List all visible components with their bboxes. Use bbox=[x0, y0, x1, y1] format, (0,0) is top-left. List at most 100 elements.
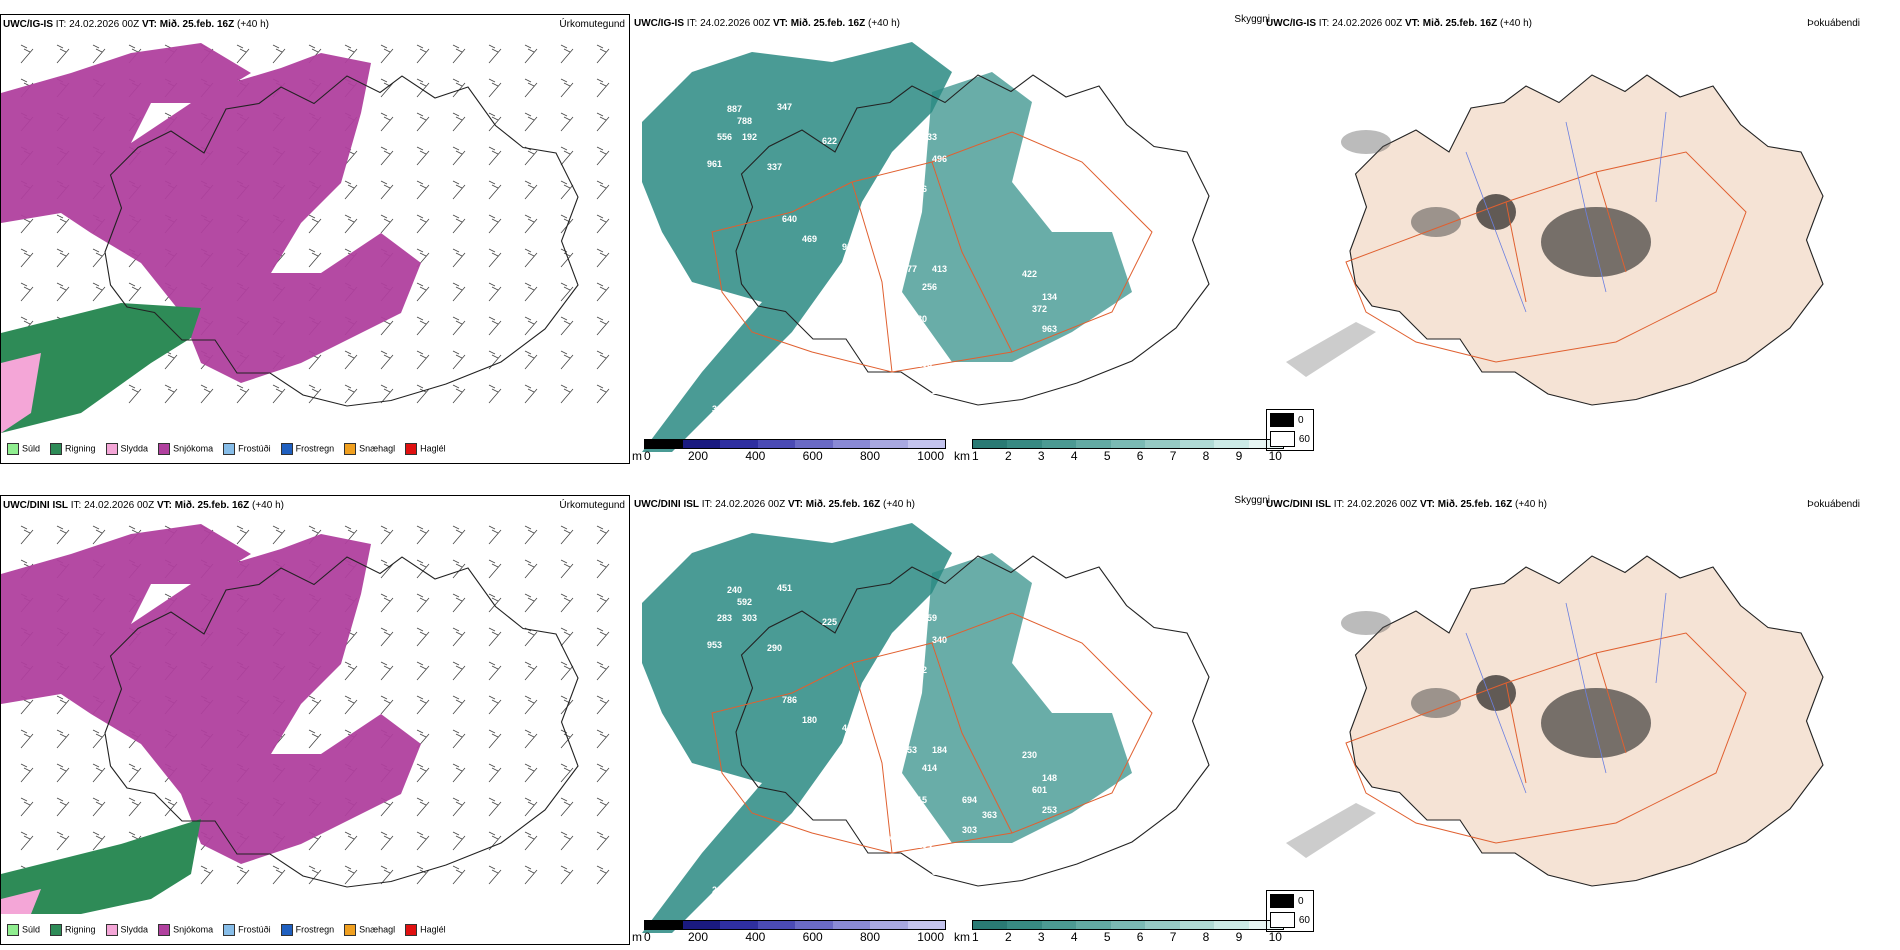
wind-barb bbox=[596, 180, 610, 200]
cloud-base-value: 276 bbox=[762, 364, 777, 374]
rain-area bbox=[1, 819, 201, 914]
wind-barb bbox=[596, 627, 610, 647]
colorbar-tick: 2 bbox=[1004, 449, 1012, 463]
precip-legend-item: Haglél bbox=[405, 924, 446, 936]
wind-barb bbox=[560, 350, 574, 370]
wind-barb bbox=[488, 695, 502, 715]
wind-barb bbox=[272, 525, 286, 545]
init-time: IT: 24.02.2026 00Z bbox=[55, 19, 140, 30]
fog-swatch-high bbox=[1270, 894, 1294, 908]
wind-barb bbox=[380, 695, 394, 715]
cloud-base-value: 788 bbox=[737, 116, 752, 126]
wind-barb bbox=[596, 214, 610, 234]
fog-swatch-high bbox=[1270, 413, 1294, 427]
wind-barb bbox=[56, 797, 70, 817]
cloud-base-value: 469 bbox=[802, 234, 817, 244]
precip-map bbox=[1, 524, 610, 914]
wind-barb bbox=[596, 729, 610, 749]
wind-barb bbox=[560, 559, 574, 579]
panel-name: Þokuábendi bbox=[1807, 499, 1860, 510]
lead-time: (+40 h) bbox=[868, 18, 900, 29]
wind-barb bbox=[416, 384, 430, 404]
cloud-base-value: 447 bbox=[922, 394, 937, 404]
fog-legend-value: 60 bbox=[1298, 433, 1310, 445]
legend-label: Snæhagl bbox=[359, 924, 396, 935]
panel-title: UWC/IG-IS IT: 24.02.2026 00Z VT: Mið. 25… bbox=[634, 18, 900, 29]
precip-legend-item: Snæhagl bbox=[344, 924, 395, 936]
wind-barb bbox=[488, 661, 502, 681]
wind-barb bbox=[488, 831, 502, 851]
fog-indicator-panel: UWC/DINI ISL IT: 24.02.2026 00Z VT: Mið.… bbox=[1266, 495, 1900, 945]
wind-barb bbox=[56, 525, 70, 545]
wind-barb bbox=[344, 661, 358, 681]
wind-barb bbox=[488, 525, 502, 545]
visibility-panel: UWC/DINI ISL IT: 24.02.2026 00Z VT: Mið.… bbox=[632, 495, 1284, 945]
wind-barb bbox=[488, 78, 502, 98]
wind-barb bbox=[560, 384, 574, 404]
wind-barb bbox=[128, 384, 142, 404]
roads bbox=[1345, 151, 1747, 363]
wind-barb bbox=[20, 44, 34, 64]
fog-swatch-low bbox=[1270, 912, 1295, 928]
wind-barb bbox=[416, 763, 430, 783]
wind-barb bbox=[164, 384, 178, 404]
wind-barb bbox=[416, 180, 430, 200]
cloud-base-value: 496 bbox=[932, 154, 947, 164]
wind-barb bbox=[524, 112, 538, 132]
colorbar-tick: 7 bbox=[1169, 449, 1177, 463]
colorbar-tick: 1 bbox=[972, 449, 979, 463]
legend-swatch bbox=[344, 924, 357, 936]
wind-barb bbox=[524, 248, 538, 268]
cloud-base-value: 640 bbox=[782, 214, 797, 224]
init-time: IT: 24.02.2026 00Z bbox=[686, 18, 771, 29]
wind-barb bbox=[452, 78, 466, 98]
cloud-base-value: 535 bbox=[922, 875, 937, 885]
fog-patch bbox=[1341, 130, 1391, 154]
cloud-base-value: 878 bbox=[932, 867, 947, 877]
wind-barb bbox=[560, 525, 574, 545]
wind-barb bbox=[20, 729, 34, 749]
fog-plume bbox=[1286, 803, 1376, 858]
valid-time: Mið. 25.feb. 16Z bbox=[159, 19, 235, 30]
wind-barb bbox=[524, 695, 538, 715]
wind-barb bbox=[524, 729, 538, 749]
wind-barb bbox=[380, 627, 394, 647]
colorbar-tick: 8 bbox=[1202, 449, 1210, 463]
fog-patch bbox=[1476, 675, 1516, 711]
wind-barb bbox=[452, 350, 466, 370]
cloud-base-value: 887 bbox=[727, 104, 742, 114]
wind-barb bbox=[524, 282, 538, 302]
cloud-base-value: 601 bbox=[1032, 785, 1047, 795]
low-visibility-area bbox=[642, 523, 952, 933]
wind-barb bbox=[344, 350, 358, 370]
wind-barb bbox=[452, 214, 466, 234]
legend-label: Snjókoma bbox=[173, 443, 214, 454]
precip-legend-item: Rigning bbox=[50, 443, 96, 455]
model-name: UWC/IG-IS bbox=[634, 18, 684, 29]
colorbar-tick: 5 bbox=[1103, 449, 1111, 463]
wind-barb bbox=[524, 214, 538, 234]
fog-patch bbox=[1541, 207, 1651, 277]
wind-barb bbox=[344, 180, 358, 200]
wind-barb bbox=[56, 44, 70, 64]
colorbar-tick: 800 bbox=[859, 449, 880, 463]
valid-time: Mið. 25.feb. 16Z bbox=[174, 500, 250, 511]
cloud-base-value: 256 bbox=[922, 282, 937, 292]
precip-legend-item: Slydda bbox=[105, 443, 148, 455]
cloud-base-value: 961 bbox=[707, 159, 722, 169]
wind-barb bbox=[596, 559, 610, 579]
wind-barb bbox=[596, 525, 610, 545]
low-visibility-area-east bbox=[902, 553, 1132, 843]
wind-barb bbox=[596, 44, 610, 64]
wind-barb bbox=[380, 180, 394, 200]
wind-barb bbox=[596, 797, 610, 817]
wind-barb bbox=[416, 44, 430, 64]
wind-barb bbox=[200, 384, 214, 404]
wind-barb bbox=[200, 865, 214, 885]
wind-barb bbox=[524, 350, 538, 370]
fog-patch bbox=[1541, 688, 1651, 758]
wind-barb bbox=[56, 831, 70, 851]
wind-barb bbox=[56, 214, 70, 234]
wind-barb bbox=[128, 797, 142, 817]
precip-legend-item: Haglél bbox=[405, 443, 446, 455]
